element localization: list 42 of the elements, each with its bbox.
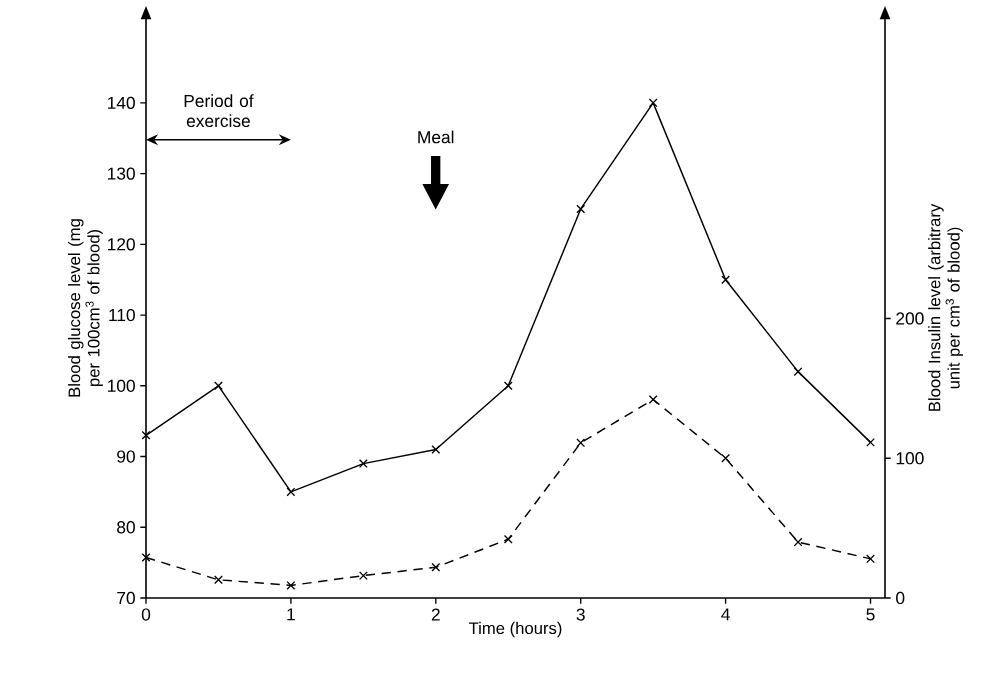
point [141,430,151,440]
x-tick-label: 3 [576,608,585,621]
point [214,381,223,391]
point [431,445,441,454]
x-tick-label: 4 [721,608,730,621]
y2-tick-label: 200 [896,312,924,325]
x-tick-label: 0 [141,608,151,621]
y-tick-label: 80 [117,521,135,534]
y-tick-label: 100 [108,379,135,392]
point [431,562,441,572]
point [503,381,513,391]
point [214,575,223,585]
point [648,98,658,108]
point [358,571,368,581]
y2-tick-label: 0 [896,591,905,605]
y-tick-label: 140 [108,96,135,109]
y-tick-label: 70 [117,591,135,605]
point [576,204,586,214]
y-tick-label: 120 [108,238,135,251]
point [866,554,875,564]
y-tick-label: 110 [109,308,135,322]
point [286,580,296,590]
point [141,553,151,562]
annotation: Meal [418,130,454,144]
point [503,534,513,544]
x-tick-label: 5 [866,608,875,621]
point [721,453,731,463]
x-tick-label: 1 [287,608,295,621]
point [648,395,658,404]
point [793,367,803,377]
point [286,487,296,497]
point [358,459,368,469]
x-axis-title: Time (hours) [468,621,562,638]
x-tick-label: 2 [431,608,440,621]
annotation: Period of exercise [184,94,254,128]
point [793,537,803,547]
y2-tick-label: 100 [896,452,924,465]
point [576,438,586,448]
point [866,437,875,447]
y-tick-label: 130 [108,167,135,180]
y-tick-label: 90 [117,450,135,463]
point [721,275,731,285]
